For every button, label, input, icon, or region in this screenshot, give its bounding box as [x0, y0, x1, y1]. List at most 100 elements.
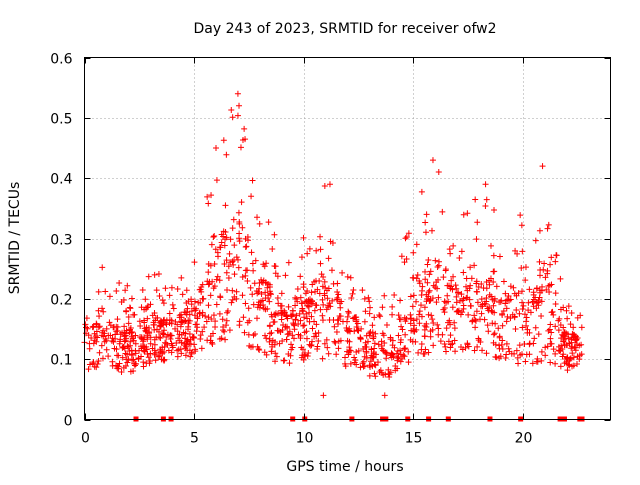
data-point	[124, 359, 131, 366]
data-point	[278, 307, 285, 314]
data-point	[317, 233, 324, 240]
data-point	[529, 360, 536, 367]
data-point	[560, 351, 567, 358]
data-point	[178, 274, 185, 281]
data-point	[394, 355, 401, 362]
data-point	[335, 345, 342, 352]
data-point	[576, 352, 583, 359]
data-point	[366, 310, 373, 317]
data-point	[403, 234, 410, 241]
data-point	[100, 333, 107, 340]
data-point	[210, 233, 217, 240]
data-point	[491, 330, 498, 337]
data-point	[229, 114, 236, 121]
data-point	[266, 338, 273, 345]
data-point	[149, 345, 156, 352]
data-point	[482, 202, 489, 209]
data-point	[194, 314, 201, 321]
data-point	[274, 294, 281, 301]
data-point	[112, 331, 119, 338]
data-point	[321, 292, 328, 299]
data-point	[214, 273, 221, 280]
y-tick-label: 0.6	[50, 52, 72, 68]
data-point	[308, 297, 315, 304]
data-point	[121, 323, 128, 330]
data-point	[147, 358, 154, 365]
data-point	[178, 311, 185, 318]
data-point	[291, 326, 298, 333]
data-point	[430, 342, 437, 349]
data-point	[222, 336, 229, 343]
data-point	[577, 312, 584, 319]
data-point	[532, 237, 539, 244]
data-point	[145, 273, 152, 280]
data-point	[407, 311, 414, 318]
data-point	[157, 347, 164, 354]
data-point	[394, 365, 401, 372]
data-point	[236, 102, 243, 109]
data-point	[264, 284, 271, 291]
data-point	[326, 181, 333, 188]
data-point	[193, 305, 200, 312]
data-point	[128, 295, 135, 302]
data-point	[321, 278, 328, 285]
grid-lines	[84, 57, 611, 420]
data-point	[381, 392, 388, 399]
data-point	[465, 311, 472, 318]
data-point	[496, 333, 503, 340]
data-point	[570, 324, 577, 331]
data-point	[423, 211, 430, 218]
data-point	[490, 278, 497, 285]
data-point	[85, 366, 92, 373]
data-point	[119, 329, 126, 336]
data-point	[201, 324, 208, 331]
data-point	[413, 298, 420, 305]
x-tick-label: 20	[515, 431, 533, 447]
data-point	[339, 318, 346, 325]
data-point	[435, 168, 442, 175]
data-point	[552, 300, 559, 307]
data-point	[239, 224, 246, 231]
data-point	[425, 257, 432, 264]
data-point	[539, 163, 546, 170]
data-point	[237, 144, 244, 151]
data-point	[350, 286, 357, 293]
data-point	[315, 337, 322, 344]
data-point	[238, 199, 245, 206]
data-point	[451, 325, 458, 332]
data-point	[530, 340, 537, 347]
data-point	[244, 237, 251, 244]
data-point	[294, 285, 301, 292]
data-point	[366, 330, 373, 337]
data-point	[229, 287, 236, 294]
data-point	[460, 305, 467, 312]
data-point	[212, 318, 219, 325]
data-point	[552, 350, 559, 357]
data-point	[541, 260, 548, 267]
data-point	[205, 281, 212, 288]
data-point	[513, 347, 520, 354]
y-tick-label: 0.1	[50, 353, 72, 369]
data-point	[530, 303, 537, 310]
data-point	[121, 333, 128, 340]
data-point	[560, 336, 567, 343]
data-point	[546, 326, 553, 333]
data-point	[345, 308, 352, 315]
data-point	[550, 346, 557, 353]
data-point	[367, 329, 374, 336]
data-point	[445, 298, 452, 305]
data-point	[557, 275, 564, 282]
data-point	[221, 328, 228, 335]
data-point	[408, 315, 415, 322]
data-point	[221, 242, 228, 249]
data-point	[239, 292, 246, 299]
data-point	[426, 287, 433, 294]
data-point	[348, 295, 355, 302]
data-point	[182, 352, 189, 359]
data-point	[351, 354, 358, 361]
data-point	[435, 325, 442, 332]
data-point	[361, 295, 368, 302]
data-point	[491, 309, 498, 316]
data-point	[204, 337, 211, 344]
data-point	[119, 354, 126, 361]
